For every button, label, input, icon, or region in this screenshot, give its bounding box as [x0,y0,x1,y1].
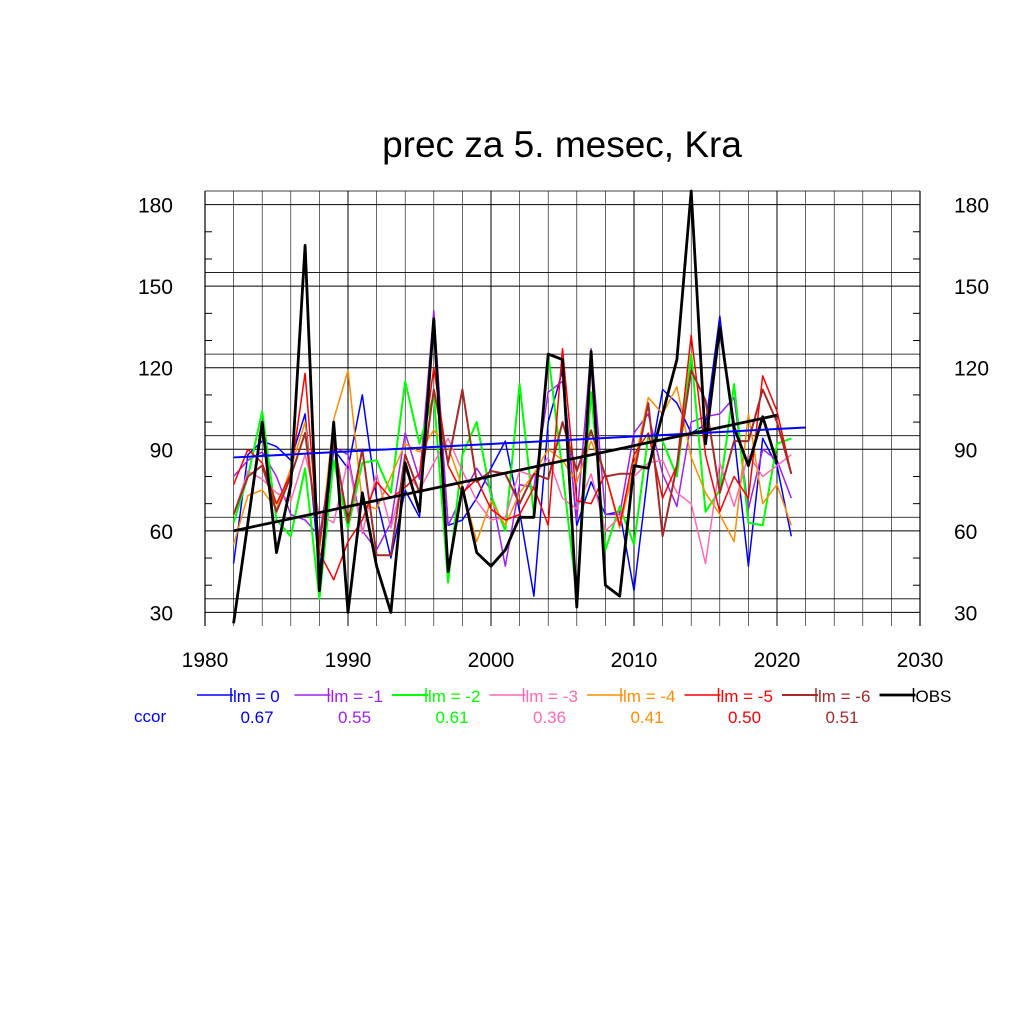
x-tick-label: 1990 [325,649,372,672]
y-tick-label-right: 30 [954,602,977,625]
series-line-7 [232,189,779,624]
legend-label: lm = -4 [623,687,675,706]
legend: lm = 0 lm = -1 lm = -2 lm = -3 lm = -4 lm = -… [134,687,951,727]
trend-line-0 [233,426,806,459]
legend-label: lm = -6 [818,687,870,706]
ccor-value: 0.55 [338,708,371,727]
x-tick-label: 2000 [468,649,515,672]
y-tick-label-left: 120 [138,358,173,381]
x-tick-label: 2010 [611,649,658,672]
ccor-value: 0.51 [825,708,858,727]
ccor-value: 0.61 [435,708,468,727]
y-tick-label-right: 180 [954,195,989,218]
y-tick-label-left: 150 [138,276,173,299]
y-tick-label-right: 60 [954,521,977,544]
legend-label: lm = 0 [233,687,280,706]
legend-label: lm = -1 [331,687,383,706]
x-tick-label: 1980 [182,649,229,672]
y-tick-label-right: 120 [954,358,989,381]
series-lines [232,189,806,624]
ccor-label: ccor [134,707,166,726]
y-tick-label-left: 90 [150,439,173,462]
legend-label: lm = -5 [721,687,773,706]
y-tick-label-left: 30 [150,602,173,625]
ccor-value: 0.50 [728,708,761,727]
x-tick-label: 2020 [754,649,801,672]
y-tick-label-right: 150 [954,276,989,299]
legend-label: lm = -3 [526,687,578,706]
ccor-value: 0.41 [630,708,663,727]
legend-label: OBS [916,687,952,706]
y-tick-label-left: 60 [150,521,173,544]
axes: 1980 1990 2000 2010 2020 2030 30 30 60 60 90 90 120 1… [138,191,989,672]
trend-line-7 [233,413,778,533]
series-line-5 [232,334,793,581]
x-tick-label: 2030 [897,649,944,672]
ccor-value: 0.36 [533,708,566,727]
y-tick-label-right: 90 [954,439,977,462]
legend-label: lm = -2 [428,687,480,706]
y-tick-label-left: 180 [138,195,173,218]
chart-title: prec za 5. mesec, Kra [382,124,742,165]
ccor-value: 0.67 [240,708,273,727]
